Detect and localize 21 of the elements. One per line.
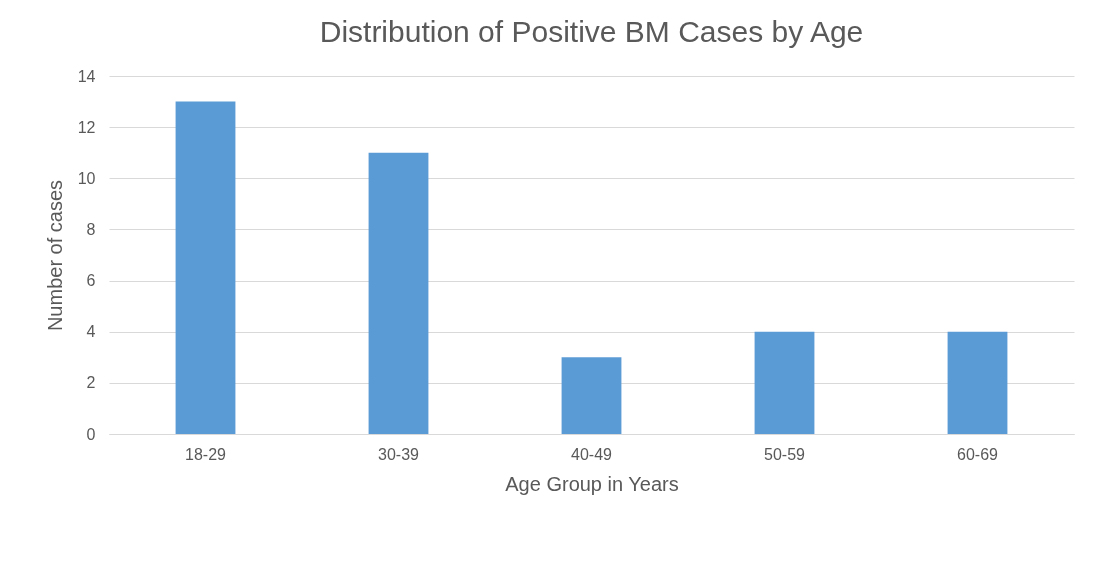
y-tick-label: 10 [77,169,96,187]
y-tick-label: 2 [86,374,96,392]
bar [175,101,236,434]
x-tick-label: 18-29 [185,445,227,463]
x-tick-label: 30-39 [378,445,420,463]
chart-title: Distribution of Positive BM Cases by Age [319,15,864,48]
y-tick-label: 12 [77,118,96,136]
bar [561,357,622,434]
bar [947,331,1008,434]
bar [368,152,429,434]
y-tick-label: 4 [86,323,96,341]
y-tick-label: 8 [86,220,96,238]
x-tick-label: 50-59 [764,445,806,463]
y-tick-label: 14 [77,67,96,85]
x-tick-label: 60-69 [957,445,999,463]
bar [754,331,815,434]
x-axis-title: Age Group in Years [505,472,679,495]
x-tick-label: 40-49 [571,445,613,463]
y-tick-label: 6 [86,272,96,290]
y-axis-title: Number of cases [43,179,66,332]
y-tick-label: 0 [86,425,96,443]
